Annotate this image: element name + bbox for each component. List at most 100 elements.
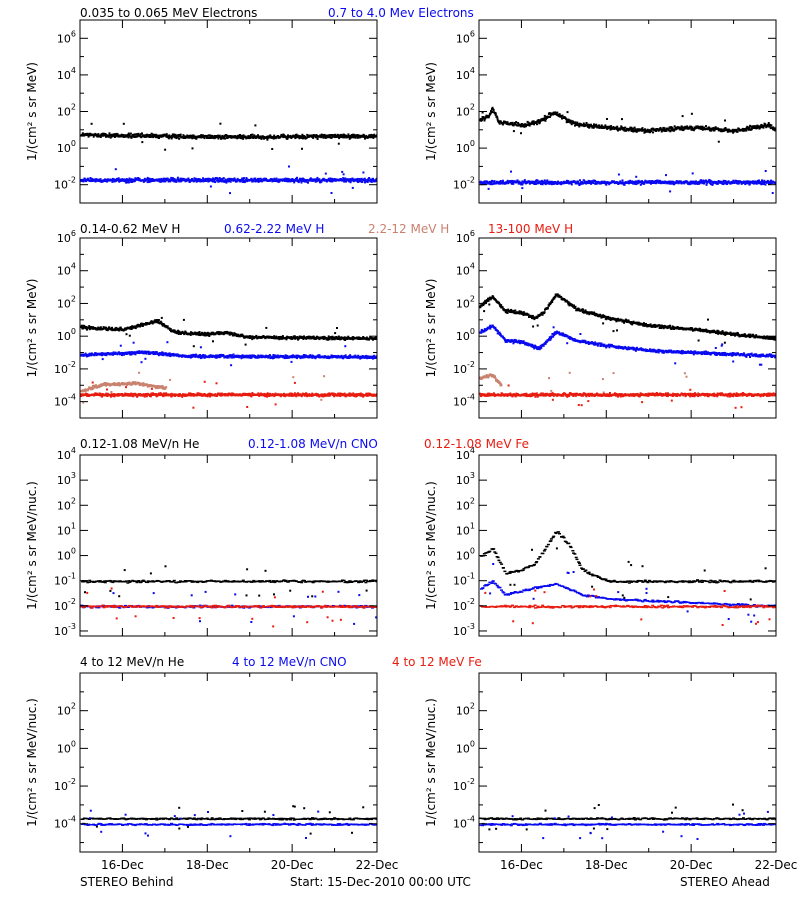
- data-point: [276, 354, 279, 357]
- data-point: [125, 351, 128, 354]
- data-point: [774, 183, 776, 185]
- data-point: [365, 354, 368, 357]
- data-point: [94, 327, 97, 329]
- data-point: [636, 182, 639, 185]
- data-point: [722, 130, 725, 132]
- data-point: [217, 178, 220, 181]
- data-point: [181, 395, 184, 398]
- data-point: [112, 178, 115, 181]
- data-point: [633, 126, 636, 129]
- data-point: [302, 136, 305, 139]
- series-0-7-to-4-0-mev-electrons: [80, 165, 377, 195]
- data-point: [229, 333, 232, 336]
- data-point: [222, 333, 225, 336]
- data-point: [321, 135, 324, 138]
- data-point: [621, 179, 624, 182]
- data-point: [164, 387, 167, 390]
- data-point: [556, 111, 559, 114]
- data-point: [646, 130, 649, 133]
- data-point: [717, 180, 720, 182]
- data-point: [273, 134, 276, 137]
- data-point: [665, 129, 668, 132]
- data-point: [569, 121, 572, 124]
- data-point: [262, 135, 265, 138]
- data-point: [300, 136, 303, 139]
- header-he-hi: 4 to 12 MeV/n He: [80, 655, 184, 669]
- data-point: [373, 354, 376, 357]
- data-point: [295, 354, 298, 357]
- data-point: [125, 181, 128, 184]
- data-point: [493, 111, 495, 114]
- data-point: [305, 136, 308, 139]
- data-point: [539, 180, 542, 183]
- data-point: [736, 180, 739, 183]
- data-point: [86, 395, 89, 397]
- data-point: [99, 385, 102, 388]
- data-point: [546, 179, 549, 182]
- data-point: [577, 180, 580, 183]
- data-point: [632, 130, 635, 133]
- data-point: [261, 136, 264, 139]
- data-point: [339, 133, 342, 136]
- data-point: [691, 126, 694, 129]
- data-point: [301, 179, 304, 182]
- data-point: [692, 180, 695, 183]
- data-point: [286, 135, 288, 138]
- data-point: [252, 137, 255, 139]
- data-point: [755, 127, 758, 129]
- data-point: [748, 128, 751, 131]
- data-point: [190, 331, 192, 334]
- data-point: [221, 179, 224, 182]
- data-point: [289, 180, 292, 183]
- data-point: [224, 180, 227, 183]
- data-point: [239, 135, 242, 138]
- data-point: [328, 136, 331, 139]
- data-point: [332, 179, 335, 182]
- data-point: [515, 180, 518, 183]
- data-point: [83, 324, 86, 327]
- data-point: [272, 178, 274, 181]
- data-point: [348, 137, 351, 140]
- data-point: [696, 183, 699, 185]
- data-point: [120, 135, 122, 138]
- data-point: [691, 172, 694, 175]
- data-points: [80, 316, 377, 409]
- data-point: [499, 180, 502, 182]
- data-point: [204, 180, 207, 182]
- data-point: [714, 127, 717, 130]
- data-point: [658, 179, 661, 182]
- data-point: [314, 337, 317, 340]
- data-point: [567, 120, 569, 123]
- data-point: [669, 182, 672, 185]
- data-point: [216, 354, 219, 357]
- data-point: [130, 178, 133, 181]
- data-point: [205, 180, 208, 182]
- data-point: [257, 180, 260, 183]
- data-point: [710, 183, 712, 186]
- data-point: [304, 137, 307, 140]
- data-point: [229, 135, 232, 138]
- data-point: [156, 134, 159, 137]
- data-point: [712, 182, 715, 185]
- data-point: [669, 190, 672, 193]
- data-point: [338, 336, 341, 339]
- data-point: [109, 394, 112, 397]
- data-point: [211, 134, 214, 137]
- data-point: [705, 183, 708, 186]
- data-point: [294, 136, 297, 139]
- data-point: [241, 333, 244, 336]
- data-point: [343, 337, 346, 340]
- data-point: [88, 325, 91, 328]
- data-point: [344, 339, 347, 341]
- data-point: [322, 337, 325, 340]
- data-point: [309, 177, 312, 180]
- data-point: [286, 177, 289, 180]
- data-point: [749, 182, 752, 185]
- data-point: [622, 127, 624, 130]
- data-point: [772, 127, 775, 130]
- data-point: [188, 178, 190, 181]
- data-point: [342, 173, 345, 176]
- data-point: [484, 182, 487, 185]
- data-point: [375, 355, 377, 358]
- data-point: [167, 352, 170, 355]
